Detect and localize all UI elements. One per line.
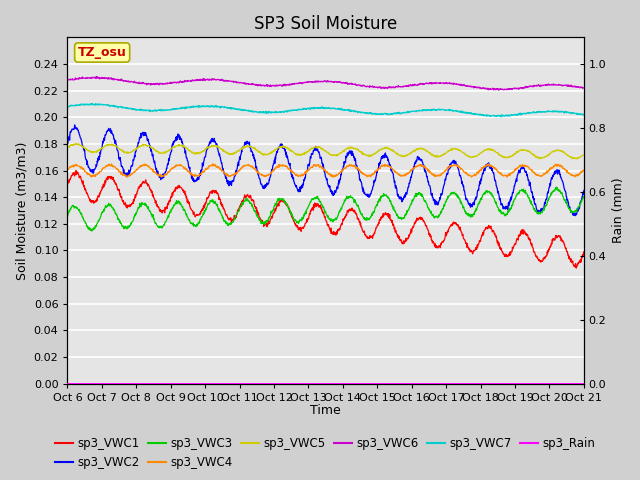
X-axis label: Time: Time [310,404,341,417]
Title: SP3 Soil Moisture: SP3 Soil Moisture [254,15,397,33]
Legend: sp3_VWC1, sp3_VWC2, sp3_VWC3, sp3_VWC4, sp3_VWC5, sp3_VWC6, sp3_VWC7, sp3_Rain: sp3_VWC1, sp3_VWC2, sp3_VWC3, sp3_VWC4, … [51,433,600,474]
Text: TZ_osu: TZ_osu [78,46,127,59]
Y-axis label: Rain (mm): Rain (mm) [612,178,625,243]
Y-axis label: Soil Moisture (m3/m3): Soil Moisture (m3/m3) [15,141,28,280]
